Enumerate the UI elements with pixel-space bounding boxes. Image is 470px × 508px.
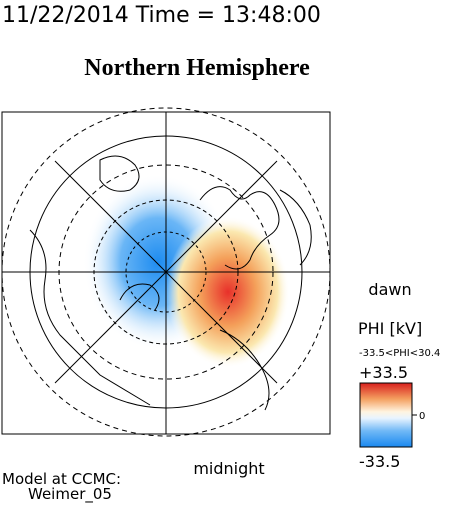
dawn-label: dawn	[368, 280, 411, 299]
colorbar: PHI [kV] -33.5<PHI<30.4 +33.5 0 -33.5	[358, 319, 440, 471]
grid	[1, 107, 331, 437]
colorbar-scale	[359, 382, 413, 448]
map-title: Northern Hemisphere	[84, 55, 310, 81]
colorbar-max: +33.5	[359, 363, 408, 382]
footer-line: Weimer_05	[28, 485, 112, 504]
coastlines	[29, 155, 312, 411]
colorbar-min: -33.5	[359, 452, 400, 471]
colorbar-mid: 0	[419, 411, 425, 422]
polar-map: midnight dawn	[1, 107, 412, 478]
timestamp: 11/22/2014 Time = 13:48:00	[2, 3, 321, 28]
colorbar-range: -33.5<PHI<30.4	[359, 348, 440, 359]
potential-positive	[166, 216, 290, 368]
footer-line: Model at CCMC:	[2, 470, 121, 488]
colorbar-title: PHI [kV]	[358, 319, 422, 338]
midnight-label: midnight	[193, 459, 264, 478]
